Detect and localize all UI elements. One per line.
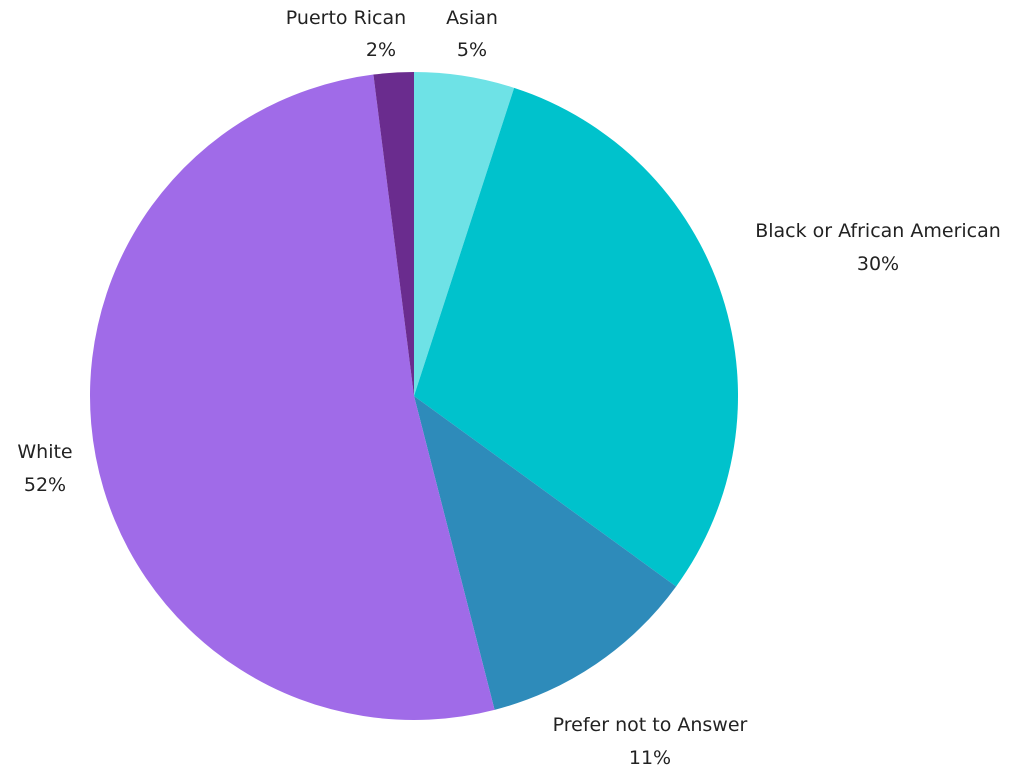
- pie-slice-prefer-not-to-answer: [414, 396, 677, 710]
- pie-labels: Asian 5% Black or African American 30% P…: [17, 7, 1000, 769]
- label-white-value: 52%: [24, 474, 66, 496]
- label-puertorican-name: Puerto Rican: [286, 7, 406, 29]
- pie-slice-white: [90, 74, 495, 721]
- pie-slices: [90, 72, 739, 721]
- label-white-name: White: [17, 441, 72, 463]
- label-black-value: 30%: [857, 253, 899, 275]
- label-asian-name: Asian: [446, 7, 498, 29]
- label-black-name: Black or African American: [755, 220, 1001, 242]
- label-prefer-value: 11%: [629, 747, 671, 769]
- label-asian-value: 5%: [457, 39, 487, 61]
- label-prefer-name: Prefer not to Answer: [553, 714, 748, 736]
- pie-slice-asian: [414, 72, 515, 396]
- pie-slice-black-or-african-american: [414, 87, 739, 587]
- pie-slice-puerto-rican: [373, 72, 414, 396]
- label-puertorican-value: 2%: [366, 39, 396, 61]
